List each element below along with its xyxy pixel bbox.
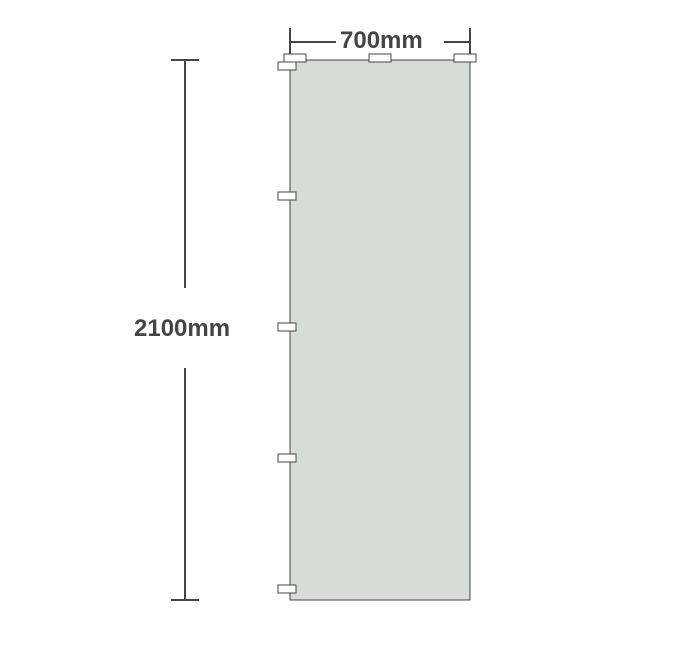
height-label: 2100mm [134, 315, 230, 342]
diagram-svg: 700mm 2100mm [0, 0, 680, 660]
top-tab [284, 54, 306, 62]
side-tab [278, 454, 296, 462]
side-tab [278, 323, 296, 331]
width-label: 700mm [340, 27, 423, 54]
side-tab [278, 62, 296, 70]
banner-rect [290, 60, 470, 600]
top-tab [369, 54, 391, 62]
top-tab [454, 54, 476, 62]
side-tab [278, 192, 296, 200]
side-tab [278, 585, 296, 593]
diagram-stage: 700mm 2100mm [0, 0, 680, 660]
